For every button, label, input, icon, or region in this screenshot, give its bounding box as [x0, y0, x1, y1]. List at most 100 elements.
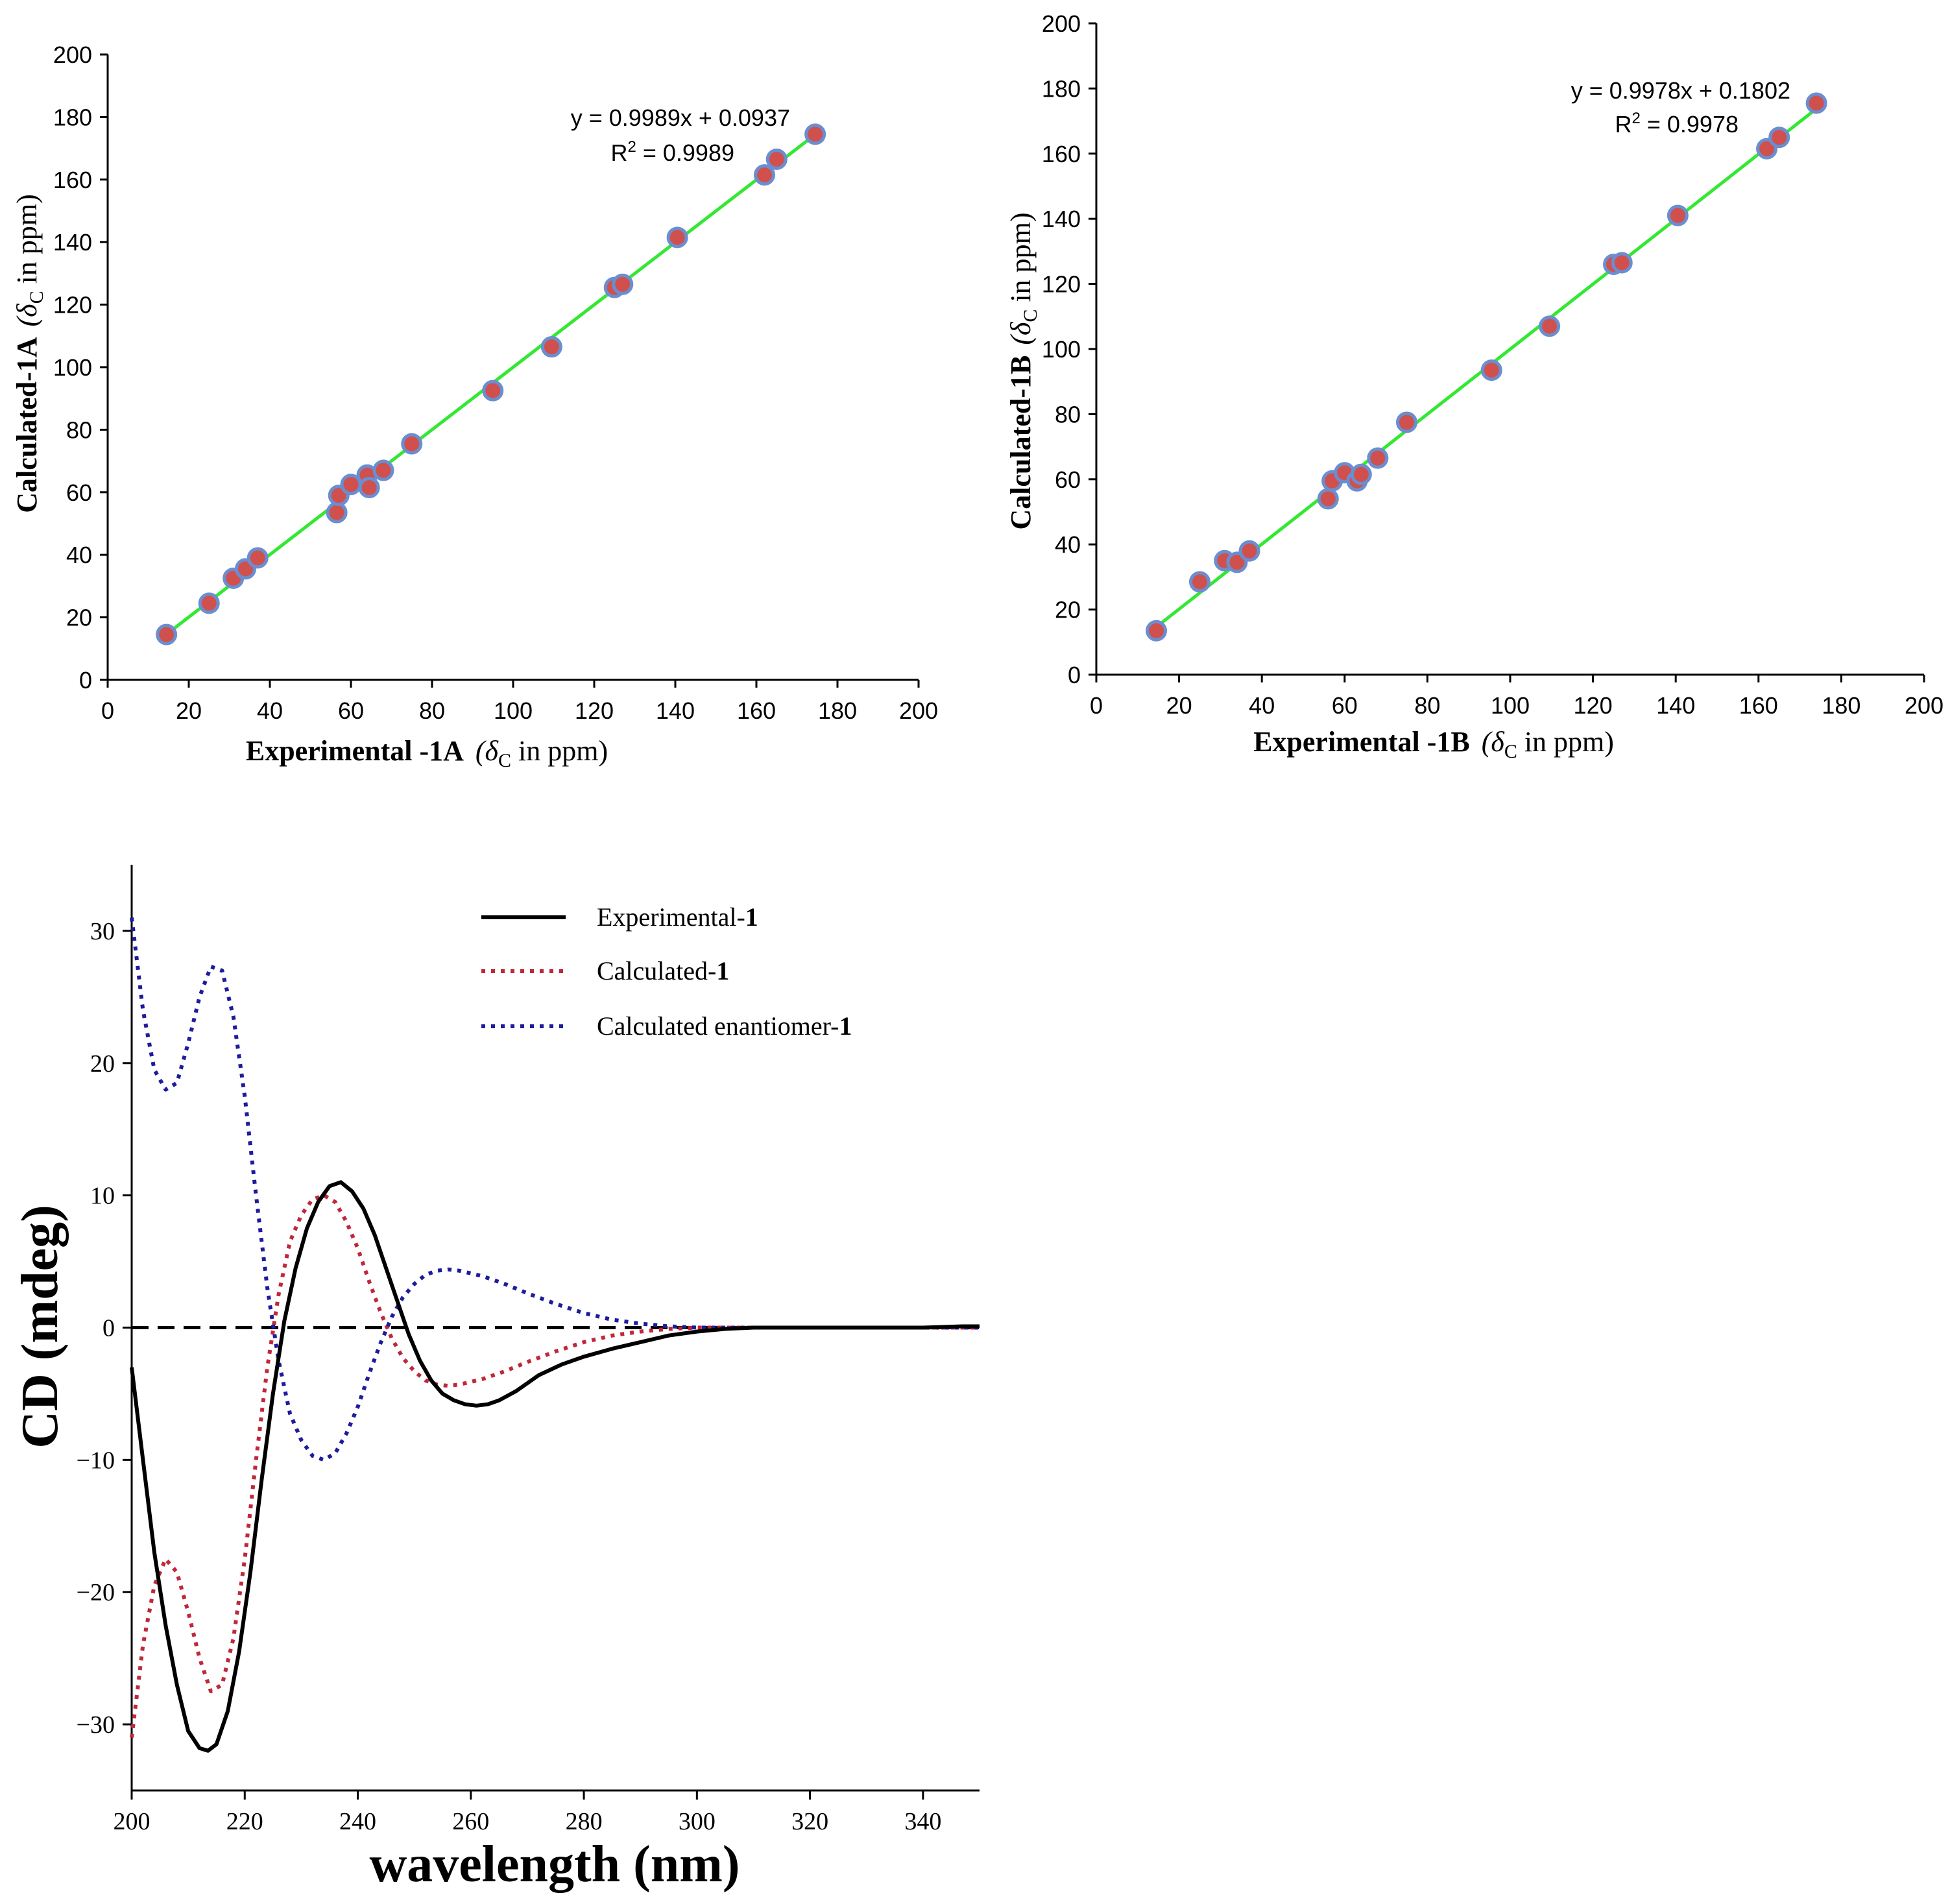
x-tick-label: 160: [737, 697, 776, 724]
panel-b-scatter: 0 20 40 60 80 100 120 140 160 180 200 0 20 40 60 80 100…: [1005, 10, 1944, 762]
y-tick-label: 180: [53, 104, 92, 130]
y-tick-label: −30: [77, 1711, 115, 1739]
y-tick-label: 180: [1042, 75, 1081, 102]
panel-a-data-points: [156, 123, 826, 645]
y-tick-label: 20: [66, 605, 92, 631]
data-point: [1396, 411, 1417, 433]
panel-b-x-ticks: 0 20 40 60 80 100 120 140 160 180 200: [1090, 675, 1944, 719]
y-tick-label: −10: [77, 1447, 115, 1474]
data-point: [540, 336, 562, 358]
panel-c-legend: Experimental-1 Calculated-1 Calculated e…: [481, 902, 852, 1041]
data-point: [1317, 488, 1339, 510]
legend-label-calculated-enantiomer: Calculated enantiomer-1: [597, 1011, 852, 1041]
y-tick-label: 60: [1055, 466, 1081, 493]
x-tick-label: 260: [452, 1808, 489, 1835]
panel-c-y-label: CD (mdeg): [12, 1205, 69, 1448]
data-point: [754, 164, 775, 186]
data-point: [326, 501, 348, 524]
x-tick-label: 300: [679, 1808, 716, 1835]
x-tick-label: 180: [1822, 692, 1860, 719]
y-tick-label: 160: [1042, 141, 1081, 167]
x-tick-label: 240: [339, 1808, 376, 1835]
data-point: [1805, 92, 1827, 114]
panel-c-cd-spectrum: 200 220 240 260 280 300 320 340 −30 −20 −10 0 10 20 3…: [12, 865, 980, 1893]
data-point: [666, 226, 688, 248]
panel-a-r-squared: R2 = 0.9989: [611, 138, 735, 166]
data-point: [1189, 571, 1210, 593]
y-tick-label: 40: [1055, 531, 1081, 558]
x-tick-label: 140: [656, 697, 695, 724]
data-point: [1146, 620, 1168, 642]
data-point: [1611, 252, 1633, 274]
y-tick-label: 140: [1042, 206, 1081, 232]
x-tick-label: 180: [818, 697, 857, 724]
x-tick-label: 340: [904, 1808, 941, 1835]
x-tick-label: 140: [1656, 692, 1695, 719]
y-tick-label: 200: [1042, 10, 1081, 37]
panel-c-x-label: wavelength (nm): [369, 1836, 740, 1893]
panel-b-y-ticks: 0 20 40 60 80 100 120 140 160 180 200: [1042, 10, 1096, 688]
legend-label-calculated: Calculated-1: [597, 956, 729, 985]
x-tick-label: 80: [419, 697, 445, 724]
data-point: [1238, 540, 1260, 562]
panel-b-y-label: Calculated-1B(δC in ppm): [1005, 212, 1041, 529]
x-tick-label: 200: [1905, 692, 1944, 719]
y-tick-label: 140: [53, 229, 92, 256]
curve-calculated-enantiomer: [130, 917, 980, 1462]
y-tick-label: 20: [1055, 597, 1081, 623]
x-tick-label: 200: [899, 697, 938, 724]
data-point: [156, 623, 178, 645]
curve-calculated: [130, 1193, 980, 1738]
x-tick-label: 80: [1414, 692, 1440, 719]
data-point: [482, 380, 504, 402]
panel-a-x-label: Experimental -1A (δC in ppm): [246, 735, 608, 771]
panel-a-x-ticks: 0 20 40 60 80 100 120 140 160 180 200: [101, 680, 938, 724]
legend-label-experimental: Experimental-1: [597, 902, 758, 932]
panel-c-x-ticks: 200 220 240 260 280 300 320 340: [114, 1790, 941, 1835]
data-point: [198, 592, 220, 614]
x-tick-label: 100: [494, 697, 533, 724]
x-tick-label: 60: [338, 697, 364, 724]
x-tick-label: 200: [114, 1808, 150, 1835]
panel-b-r-squared: R2 = 0.9978: [1615, 110, 1739, 138]
data-point: [1350, 463, 1372, 485]
y-tick-label: 100: [1042, 336, 1081, 363]
x-tick-label: 220: [226, 1808, 263, 1835]
y-tick-label: −20: [77, 1579, 115, 1606]
y-tick-label: 30: [90, 918, 115, 945]
y-tick-label: 100: [53, 354, 92, 381]
data-point: [1667, 204, 1689, 226]
y-tick-label: 0: [102, 1315, 115, 1342]
x-tick-label: 0: [101, 697, 114, 724]
y-tick-label: 80: [66, 416, 92, 443]
data-point: [401, 433, 423, 455]
x-tick-label: 160: [1739, 692, 1778, 719]
panel-c-y-ticks: −30 −20 −10 0 10 20 30: [77, 918, 132, 1739]
y-tick-label: 20: [90, 1050, 115, 1078]
panel-b-equation: y = 0.9978x + 0.1802: [1571, 77, 1790, 104]
data-point: [612, 273, 634, 295]
y-tick-label: 0: [79, 667, 92, 693]
x-tick-label: 20: [1166, 692, 1192, 719]
panel-a-equation: y = 0.9989x + 0.0937: [571, 104, 790, 131]
x-tick-label: 40: [1249, 692, 1275, 719]
data-point: [1539, 315, 1561, 337]
y-tick-label: 120: [53, 292, 92, 319]
y-tick-label: 200: [53, 42, 92, 68]
y-tick-label: 40: [66, 542, 92, 568]
x-tick-label: 120: [1574, 692, 1613, 719]
x-tick-label: 40: [257, 697, 283, 724]
curve-experimental: [130, 1180, 980, 1753]
panel-a-y-ticks: 0 20 40 60 80 100 120 140 160 180 200: [53, 42, 108, 693]
y-tick-label: 160: [53, 167, 92, 193]
x-tick-label: 0: [1090, 692, 1103, 719]
panel-b-x-label: Experimental -1B (δC in ppm): [1253, 726, 1614, 762]
data-point: [804, 123, 826, 145]
x-tick-label: 120: [575, 697, 614, 724]
y-tick-label: 60: [66, 479, 92, 506]
data-point: [765, 148, 788, 170]
y-tick-label: 10: [90, 1183, 115, 1210]
y-tick-label: 120: [1042, 271, 1081, 298]
x-tick-label: 320: [791, 1808, 828, 1835]
